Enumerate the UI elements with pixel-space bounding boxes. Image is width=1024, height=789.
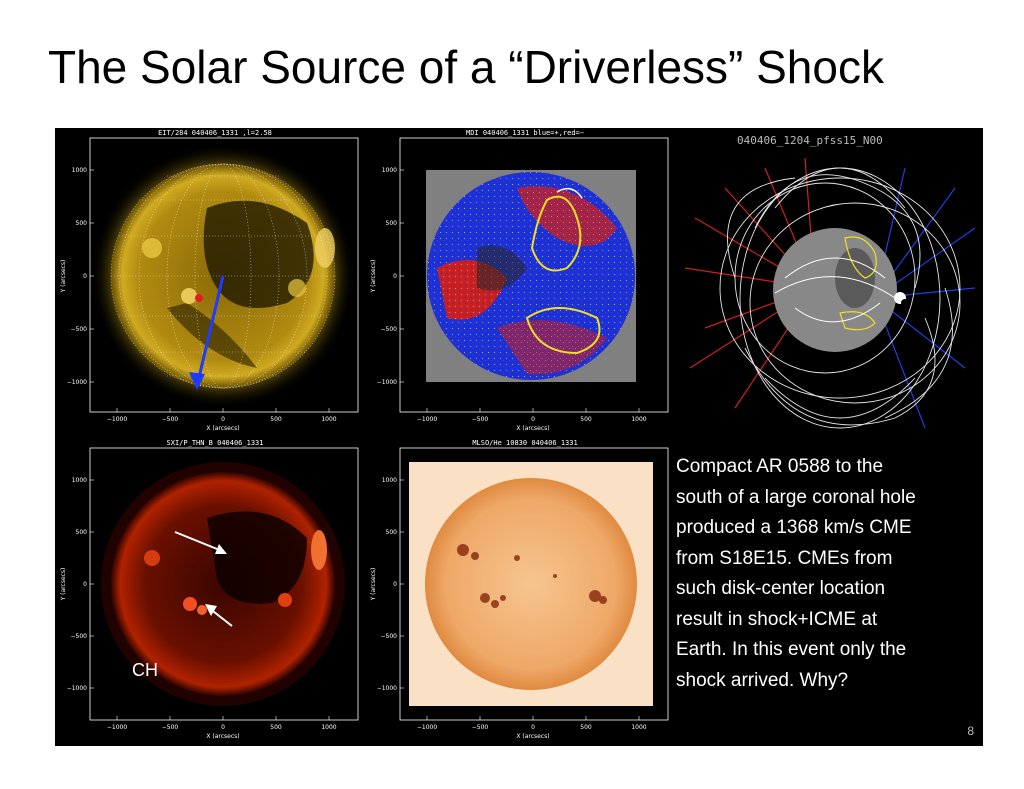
cme-direction-arrow bbox=[195, 275, 225, 387]
y-axis-label: Y (arcsecs) bbox=[370, 260, 377, 294]
description-line: such disk-center location bbox=[676, 578, 886, 599]
x-tick: 500 bbox=[580, 416, 592, 423]
mdi-panel: MDI 040406_1331 blue=+,red=− 1000 500 0 bbox=[367, 128, 679, 440]
description-line: result in shock+ICME at bbox=[676, 608, 878, 630]
ch-pointer-arrow bbox=[174, 531, 223, 552]
y-tick: 500 bbox=[386, 529, 398, 536]
coronal-hole-contour bbox=[530, 195, 582, 272]
x-tick: 500 bbox=[270, 416, 282, 423]
y-tick: 500 bbox=[76, 529, 88, 536]
y-tick: −500 bbox=[381, 326, 398, 333]
mlso-panel: MLSO/He 10830 040406_1331 1000 500 0 bbox=[367, 438, 679, 746]
y-tick: −1000 bbox=[67, 379, 87, 386]
slide-title: The Solar Source of a “Driverless” Shock bbox=[48, 41, 884, 93]
x-tick: 0 bbox=[221, 724, 225, 731]
mlso-title: MLSO/He 10830 040406_1331 bbox=[472, 439, 577, 447]
ch-label: CH bbox=[132, 660, 158, 680]
description-text: Compact AR 0588 to the south of a large … bbox=[676, 452, 976, 696]
y-tick: 0 bbox=[83, 273, 87, 280]
y-tick: 0 bbox=[393, 581, 397, 588]
x-tick: −500 bbox=[472, 724, 489, 731]
x-tick: 0 bbox=[531, 724, 535, 731]
sxi-title: SXI/P_THN_B 040406_1331 bbox=[167, 439, 264, 447]
eit-title: EIT/284 040406_1331 ,l=2.58 bbox=[158, 129, 272, 137]
x-tick: −1000 bbox=[417, 724, 437, 731]
y-tick: 1000 bbox=[382, 167, 397, 174]
mdi-title: MDI 040406_1331 blue=+,red=− bbox=[466, 129, 584, 137]
x-tick: −500 bbox=[162, 416, 179, 423]
description-line: produced a 1368 km/s CME bbox=[676, 517, 912, 538]
x-tick: 1000 bbox=[631, 416, 646, 423]
y-axis-label: Y (arcsecs) bbox=[60, 568, 67, 602]
y-tick: −1000 bbox=[67, 685, 87, 692]
y-tick: 0 bbox=[83, 581, 87, 588]
description-line: Earth. In this event only the bbox=[676, 639, 907, 660]
y-tick: 500 bbox=[386, 220, 398, 227]
y-axis-label: Y (arcsecs) bbox=[370, 568, 377, 602]
x-tick: 0 bbox=[221, 416, 225, 423]
x-tick: −1000 bbox=[107, 416, 127, 423]
mlso-solar-disk bbox=[425, 478, 637, 690]
x-tick: 500 bbox=[270, 724, 282, 731]
x-tick: 0 bbox=[531, 416, 535, 423]
x-tick: −1000 bbox=[107, 724, 127, 731]
x-axis-label: X (arcsecs) bbox=[206, 733, 239, 740]
y-tick: 1000 bbox=[382, 477, 397, 484]
x-tick: 1000 bbox=[631, 724, 646, 731]
y-tick: 1000 bbox=[72, 167, 87, 174]
x-tick: 1000 bbox=[321, 416, 336, 423]
y-tick: 500 bbox=[76, 220, 88, 227]
y-tick: 1000 bbox=[72, 477, 87, 484]
pfss-panel: 040406_1204_pfss15_N00 bbox=[675, 128, 983, 440]
y-tick: −500 bbox=[381, 633, 398, 640]
x-tick: −500 bbox=[472, 416, 489, 423]
y-tick: −1000 bbox=[377, 379, 397, 386]
x-axis-label: X (arcsecs) bbox=[516, 425, 549, 432]
figure-composite: EIT/284 040406_1331 ,l=2.58 bbox=[55, 128, 983, 788]
x-tick: 1000 bbox=[321, 724, 336, 731]
y-tick: 0 bbox=[393, 273, 397, 280]
slide-number: 8 bbox=[967, 724, 974, 738]
x-axis-label: X (arcsecs) bbox=[516, 733, 549, 740]
x-tick: 500 bbox=[580, 724, 592, 731]
y-tick: −500 bbox=[71, 326, 88, 333]
description-line: Compact AR 0588 to the bbox=[676, 456, 884, 477]
description-line: south of a large coronal hole bbox=[676, 486, 916, 508]
pfss-title: 040406_1204_pfss15_N00 bbox=[737, 134, 883, 147]
sxi-panel: SXI/P_THN_B 040406_1331 1000 bbox=[57, 438, 369, 788]
x-axis-label: X (arcsecs) bbox=[206, 425, 239, 432]
eit-panel: EIT/284 040406_1331 ,l=2.58 bbox=[57, 128, 369, 440]
description-line: shock arrived. Why? bbox=[676, 669, 849, 691]
x-tick: −500 bbox=[162, 724, 179, 731]
y-tick: −500 bbox=[71, 633, 88, 640]
y-tick: −1000 bbox=[377, 685, 397, 692]
ar-label: AR 0588 bbox=[190, 768, 261, 788]
y-axis-label: Y (arcsecs) bbox=[60, 260, 67, 294]
ar-marker bbox=[195, 294, 203, 302]
x-tick: −1000 bbox=[417, 416, 437, 423]
pfss-solar-disk bbox=[773, 228, 897, 352]
description-line: from S18E15. CMEs from bbox=[676, 547, 893, 569]
